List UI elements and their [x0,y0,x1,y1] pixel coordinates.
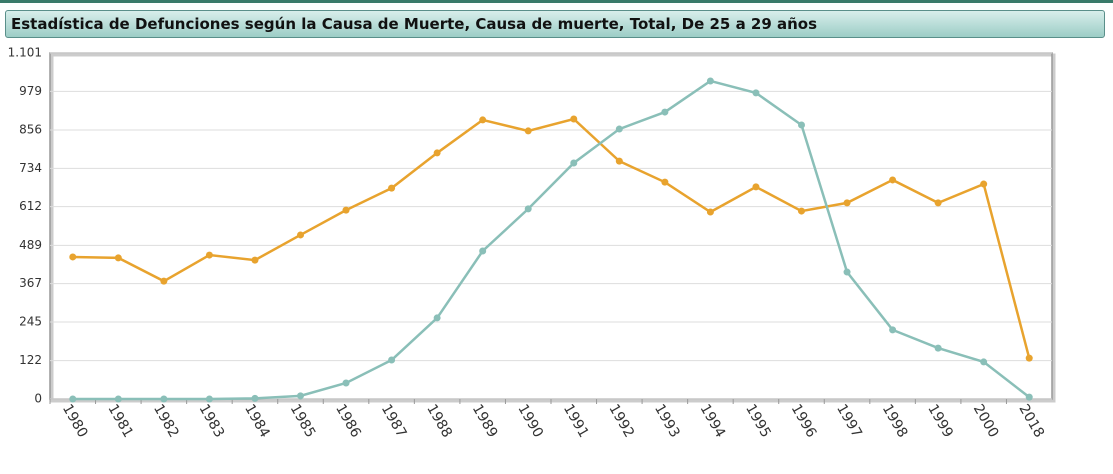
x-tick-label: 1997 [833,402,865,441]
chart-title: Estadística de Defunciones según la Caus… [5,10,1105,38]
x-tick-label: 1995 [742,402,774,441]
data-point [934,199,942,207]
data-point [388,356,396,364]
x-tick-label: 1996 [788,402,820,441]
data-point [479,116,487,124]
data-point [114,254,122,262]
data-point [1025,393,1033,401]
x-tick-label: 1999 [924,402,956,441]
data-point [661,108,669,116]
y-tick-label: 122 [19,353,42,367]
x-tick-label: 1994 [697,402,729,441]
x-tick-label: 1988 [423,402,455,441]
data-point [433,149,441,157]
x-tick-label: 1982 [150,402,182,441]
data-point [297,231,304,239]
data-point [342,206,350,214]
plot-shadow [50,53,1056,403]
data-point [752,183,760,191]
y-tick-label: 367 [19,276,42,290]
data-point [706,77,714,85]
data-point [114,395,122,403]
x-tick-label: 1983 [196,402,228,441]
data-point [251,394,259,402]
x-tick-label: 1991 [560,402,592,441]
data-point [205,251,213,259]
data-point [843,268,851,276]
data-point [479,247,487,255]
data-point [889,326,897,334]
x-tick-label: 1984 [241,402,273,441]
x-tick-label: 1992 [605,402,637,441]
data-point [160,395,168,403]
data-point [798,207,805,215]
data-point [524,205,532,213]
y-tick-label: 489 [19,238,42,252]
data-point [889,176,897,184]
data-point [980,180,988,188]
data-point [706,208,714,216]
data-point [69,253,77,261]
x-tick-label: 1993 [651,402,683,441]
y-tick-label: 734 [19,161,42,175]
data-point [798,121,805,129]
data-point [160,277,168,285]
data-point [342,379,350,387]
x-tick-label: 1998 [879,402,911,441]
x-tick-label: 1980 [59,402,91,441]
series-line [72,79,1030,401]
y-tick-label: 979 [19,84,42,98]
x-tick-label: 1986 [332,402,364,441]
top-rule [0,0,1113,3]
data-point [433,314,441,322]
data-point [524,127,532,135]
x-tick-label: 1987 [378,402,410,441]
data-point [843,199,851,207]
x-tick-label: 1985 [287,402,319,441]
data-point [1025,354,1033,362]
data-point [615,157,623,165]
data-point [661,178,669,186]
series-line [72,117,1031,359]
data-point [615,125,623,133]
x-tick-label: 1990 [514,402,546,441]
x-tick-label: 1981 [104,402,136,441]
data-point [69,395,77,403]
y-tick-label: 612 [19,199,42,213]
x-tick-label: 2000 [970,402,1002,441]
data-point [205,395,213,403]
data-point [570,115,578,123]
x-tick-label: 1989 [469,402,501,441]
plot-frame [49,52,1053,400]
y-tick-label: 856 [19,122,42,136]
x-tick-label: 2018 [1015,402,1047,441]
data-point [980,358,988,366]
y-tick-label: 1.101 [8,46,42,60]
data-point [297,392,304,400]
data-point [934,344,942,352]
data-point [752,89,760,97]
data-point [570,159,578,167]
data-point [251,256,259,264]
y-tick-label: 245 [19,315,42,329]
data-point [388,184,396,192]
y-tick-label: 0 [34,392,42,406]
